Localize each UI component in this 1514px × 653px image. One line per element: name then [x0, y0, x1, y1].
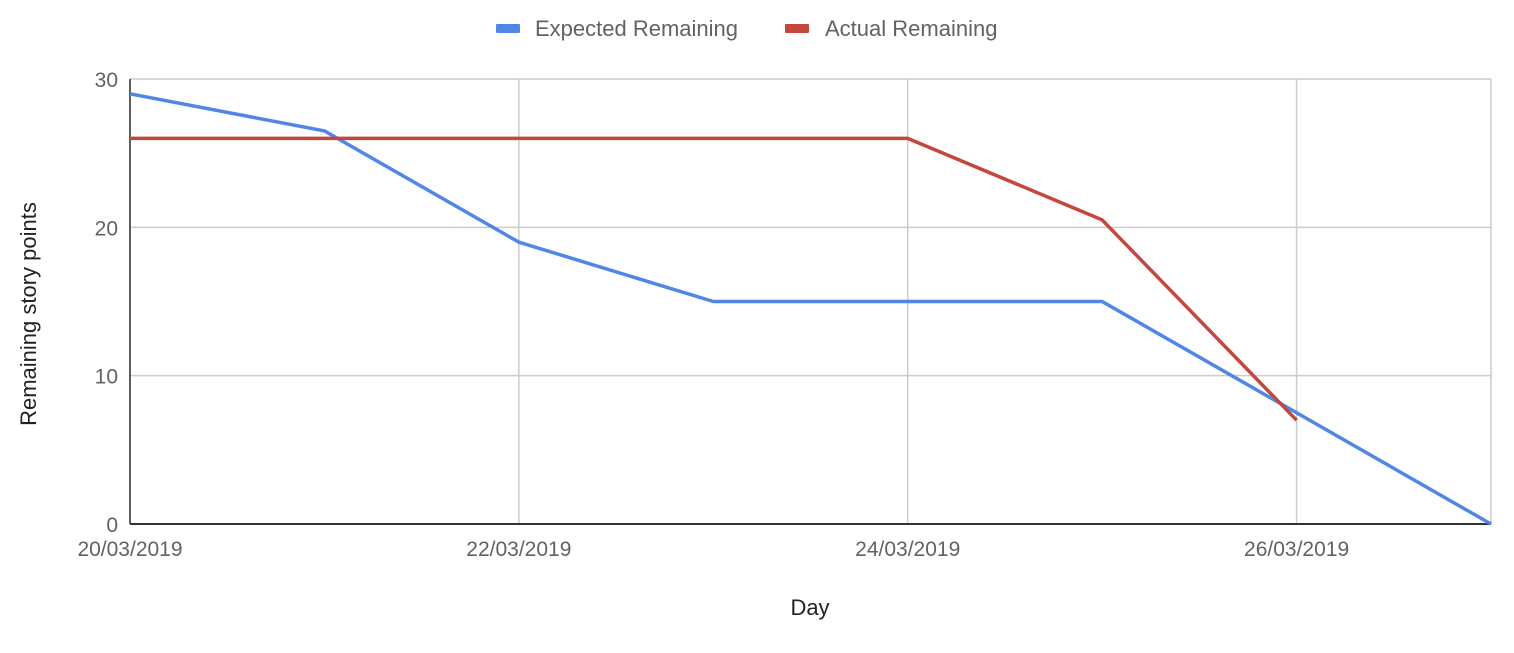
y-tick-label: 30	[95, 69, 118, 92]
x-tick-label: 24/03/2019	[855, 538, 960, 561]
series-layer	[129, 92, 1492, 526]
y-tick-label: 0	[106, 514, 118, 537]
legend-item: Expected Remaining	[496, 16, 738, 41]
y-axis-ticks: 0 10 20 30	[95, 69, 118, 537]
legend-item: Actual Remaining	[785, 16, 997, 41]
legend-label: Expected Remaining	[535, 16, 738, 41]
legend-swatch	[496, 24, 520, 33]
series-line-actual-remaining	[130, 136, 1298, 422]
y-axis-title: Remaining story points	[16, 202, 41, 426]
x-axis-ticks: 20/03/2019 22/03/2019 24/03/2019 26/03/2019	[77, 538, 1349, 561]
legend: Expected Remaining Actual Remaining	[496, 16, 997, 41]
legend-label: Actual Remaining	[825, 16, 997, 41]
y-tick-label: 20	[95, 217, 118, 240]
x-tick-label: 20/03/2019	[77, 538, 182, 561]
x-tick-label: 26/03/2019	[1244, 538, 1349, 561]
x-axis-title: Day	[790, 595, 829, 620]
series-line-expected-remaining	[129, 92, 1492, 526]
legend-swatch	[785, 24, 809, 33]
y-tick-label: 10	[95, 366, 118, 389]
x-tick-label: 22/03/2019	[466, 538, 571, 561]
